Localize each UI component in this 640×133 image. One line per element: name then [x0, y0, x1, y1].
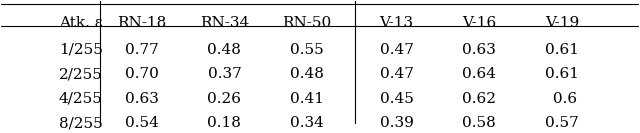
Text: 0.62: 0.62 [462, 92, 496, 106]
Text: 0.55: 0.55 [291, 43, 324, 57]
Text: V-19: V-19 [545, 16, 579, 30]
Text: 0.58: 0.58 [463, 116, 496, 130]
Text: 0.54: 0.54 [125, 116, 159, 130]
Text: 0.39: 0.39 [380, 116, 413, 130]
Text: 0.47: 0.47 [380, 43, 413, 57]
Text: 0.64: 0.64 [462, 67, 496, 82]
Text: 0.37: 0.37 [207, 67, 241, 82]
Text: 0.48: 0.48 [291, 67, 324, 82]
Text: 0.61: 0.61 [545, 43, 579, 57]
Text: 4/255: 4/255 [59, 92, 102, 106]
Text: 0.57: 0.57 [545, 116, 579, 130]
Text: 0.47: 0.47 [380, 67, 413, 82]
Text: 1/255: 1/255 [59, 43, 102, 57]
Text: 0.63: 0.63 [125, 92, 159, 106]
Text: 0.41: 0.41 [291, 92, 324, 106]
Text: 0.45: 0.45 [380, 92, 413, 106]
Text: RN-34: RN-34 [200, 16, 249, 30]
Text: 0.63: 0.63 [462, 43, 496, 57]
Text: V-13: V-13 [380, 16, 413, 30]
Text: 2/255: 2/255 [59, 67, 102, 82]
Text: V-16: V-16 [462, 16, 497, 30]
Text: RN-18: RN-18 [117, 16, 166, 30]
Text: RN-50: RN-50 [283, 16, 332, 30]
Text: 0.18: 0.18 [207, 116, 241, 130]
Text: 8/255: 8/255 [59, 116, 102, 130]
Text: 0.61: 0.61 [545, 67, 579, 82]
Text: Atk. ε: Atk. ε [59, 16, 102, 30]
Text: 0.70: 0.70 [125, 67, 159, 82]
Text: 0.26: 0.26 [207, 92, 241, 106]
Text: 0.34: 0.34 [291, 116, 324, 130]
Text: 0.77: 0.77 [125, 43, 159, 57]
Text: 0.6: 0.6 [548, 92, 577, 106]
Text: 0.48: 0.48 [207, 43, 241, 57]
